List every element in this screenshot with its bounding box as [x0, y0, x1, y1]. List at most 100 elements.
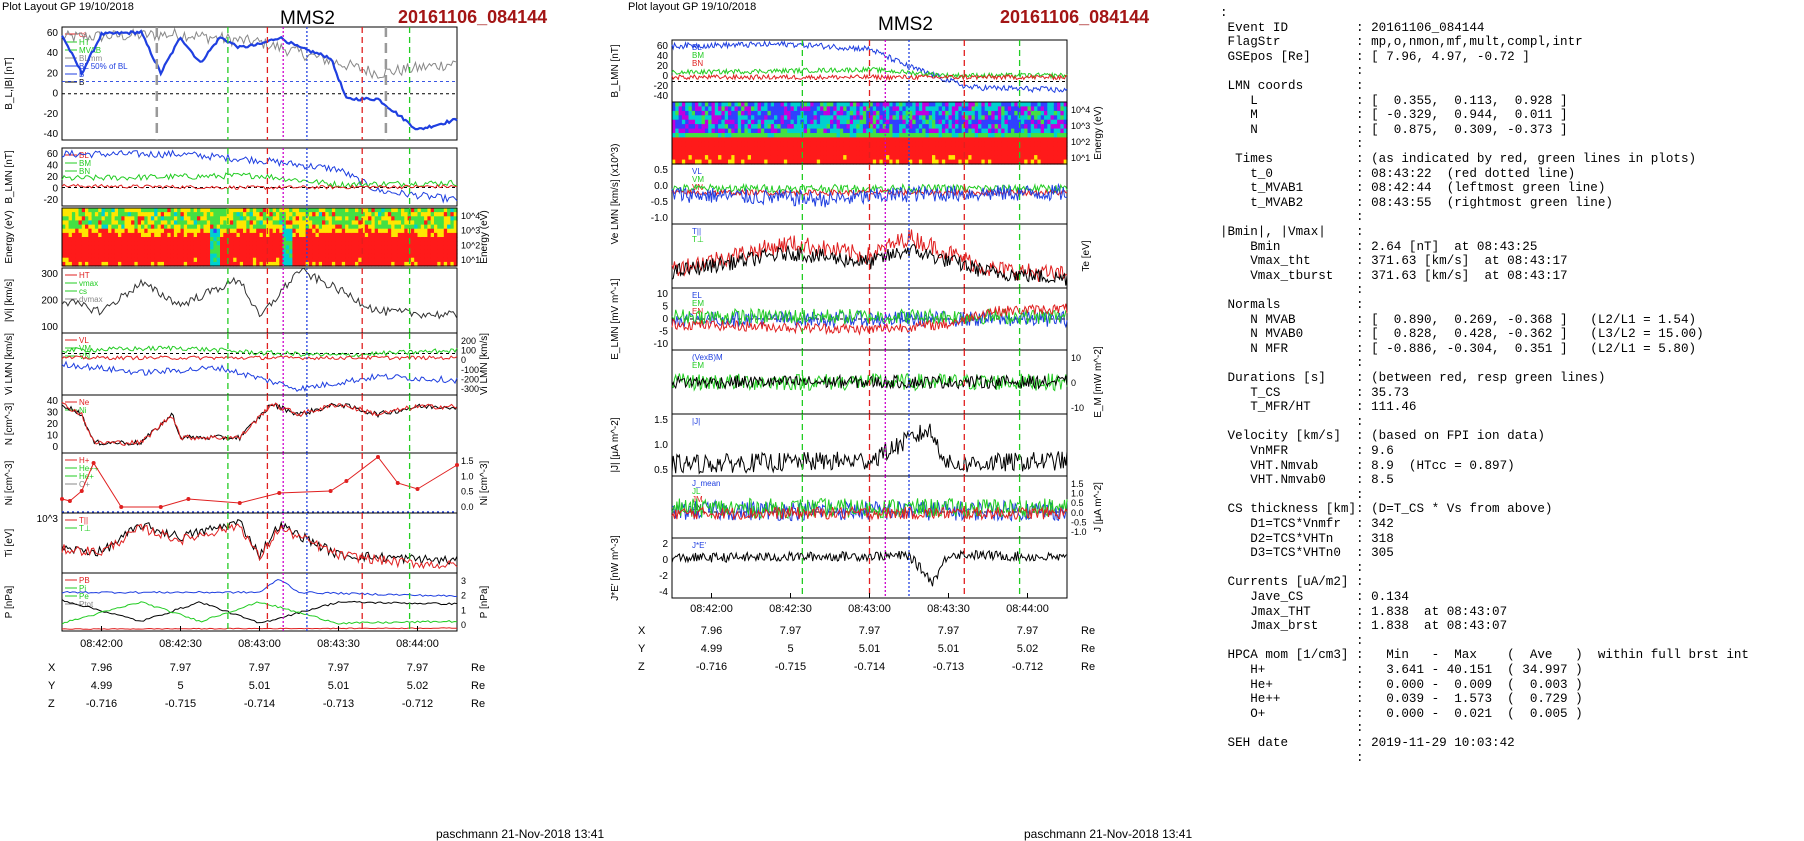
spectrogram-cell: [71, 241, 76, 246]
spectrogram-cell: [1027, 155, 1032, 161]
spectrogram-cell: [988, 150, 992, 156]
spectrogram-cell: [945, 146, 950, 152]
spectrogram-cell: [351, 249, 356, 255]
spectrogram-cell: [767, 146, 772, 152]
spectrogram-cell: [98, 257, 103, 263]
spectrogram-cell: [331, 212, 336, 217]
spectrogram-cell: [741, 155, 745, 161]
spectrogram-cell: [678, 150, 683, 156]
spectrogram-cell: [770, 115, 775, 121]
spectrogram-cell: [1011, 128, 1015, 134]
spectrogram-cell: [348, 245, 353, 250]
spectrogram-cell: [289, 220, 293, 226]
spectrogram-cell: [193, 208, 198, 213]
spectrogram-cell: [1034, 110, 1038, 116]
spectrogram-cell: [450, 241, 455, 246]
spectrogram-cell: [777, 137, 782, 143]
left-figure-footer: paschmann 21-Nov-2018 13:41: [436, 827, 605, 841]
spectrogram-cell: [341, 228, 346, 234]
spectrogram-cell: [754, 119, 759, 125]
spectrogram-cell: [150, 220, 155, 226]
spectrogram-cell: [997, 133, 1002, 138]
spectrogram-cell: [1034, 119, 1038, 125]
spectrogram-cell: [701, 115, 706, 121]
spectrogram-cell: [282, 232, 287, 238]
spectrogram-cell: [1004, 159, 1009, 165]
spectrogram-cell: [180, 241, 185, 246]
spectrogram-cell: [1001, 159, 1006, 165]
spectrogram-cell: [285, 253, 290, 259]
spectrogram-cell: [200, 257, 205, 263]
spectrogram-cell: [131, 216, 135, 221]
spectrogram-cell: [1040, 137, 1045, 143]
spectrogram-cell: [915, 124, 920, 130]
spectrogram-cell: [124, 241, 129, 246]
spectrogram-cell: [430, 216, 435, 221]
spectrogram-cell: [358, 261, 363, 267]
spectrogram-cell: [988, 146, 992, 152]
spectrogram-cell: [325, 245, 330, 250]
spectrogram-cell: [220, 261, 224, 267]
spectrogram-cell: [869, 150, 874, 156]
spectrogram-cell: [289, 249, 293, 255]
spectrogram-cell: [718, 150, 722, 156]
spectrogram-cell: [836, 137, 841, 143]
spectrogram-cell: [295, 232, 300, 238]
spectrogram-cell: [909, 141, 913, 147]
spectrogram-cell: [91, 249, 96, 255]
spectrogram-cell: [932, 155, 936, 161]
spectrogram-cell: [691, 128, 696, 134]
spectrogram-cell: [295, 261, 300, 267]
spectrogram-cell: [810, 110, 815, 116]
spectrogram-cell: [259, 208, 264, 213]
spectrogram-cell: [203, 241, 208, 246]
spectrogram-cell: [249, 220, 254, 226]
spectrogram-cell: [965, 141, 969, 147]
spectrogram-cell: [932, 150, 936, 156]
spectrogram-cell: [774, 137, 778, 143]
spectrogram-cell: [718, 119, 722, 125]
spectrogram-cell: [869, 159, 874, 165]
spectrogram-cell: [675, 102, 680, 107]
spectrogram-cell: [760, 102, 765, 107]
spectrogram-cell: [820, 106, 824, 112]
coord-value: -0.713: [933, 661, 964, 673]
spectrogram-cell: [285, 249, 290, 255]
spectrogram-cell: [899, 133, 903, 138]
spectrogram-cell: [846, 133, 851, 138]
spectrogram-cell: [731, 155, 736, 161]
spectrogram-cell: [167, 220, 172, 226]
spectrogram-cell: [374, 220, 379, 226]
spectrogram-cell: [945, 110, 950, 116]
spectrogram-cell: [137, 228, 142, 234]
ytick-label: -1.0: [651, 213, 669, 224]
spectrogram-cell: [335, 216, 340, 221]
spectrogram-cell: [938, 128, 943, 134]
spectrogram-cell: [833, 106, 838, 112]
spectrogram-cell: [361, 216, 366, 221]
spectrogram-cell: [256, 253, 261, 259]
spectrogram-cell: [312, 228, 317, 234]
spectrogram-cell: [312, 237, 317, 242]
spectrogram-cell: [437, 224, 442, 230]
spectrogram-cell: [299, 228, 303, 234]
spectrogram-cell: [292, 261, 297, 267]
info-label: D3=TCS*VHTn0: [1220, 546, 1341, 561]
spectrogram-cell: [846, 137, 851, 143]
spectrogram-cell: [141, 241, 145, 246]
spectrogram-cell: [427, 253, 432, 259]
spectrogram-cell: [335, 220, 340, 226]
spectrogram-cell: [974, 155, 979, 161]
spectrogram-cell: [173, 208, 178, 213]
spectrogram-cell: [167, 216, 172, 221]
ytick-label-right: 1.5: [1071, 479, 1084, 489]
spectrogram-cell: [328, 232, 333, 238]
spectrogram-cell: [252, 228, 257, 234]
spectrogram-cell: [160, 212, 165, 217]
spectrogram-cell: [826, 119, 831, 125]
spectrogram-cell: [424, 249, 428, 255]
spectrogram-cell: [1040, 119, 1045, 125]
spectrogram-cell: [1044, 106, 1048, 112]
spectrogram-cell: [85, 224, 89, 230]
spectrogram-cell: [797, 124, 801, 130]
